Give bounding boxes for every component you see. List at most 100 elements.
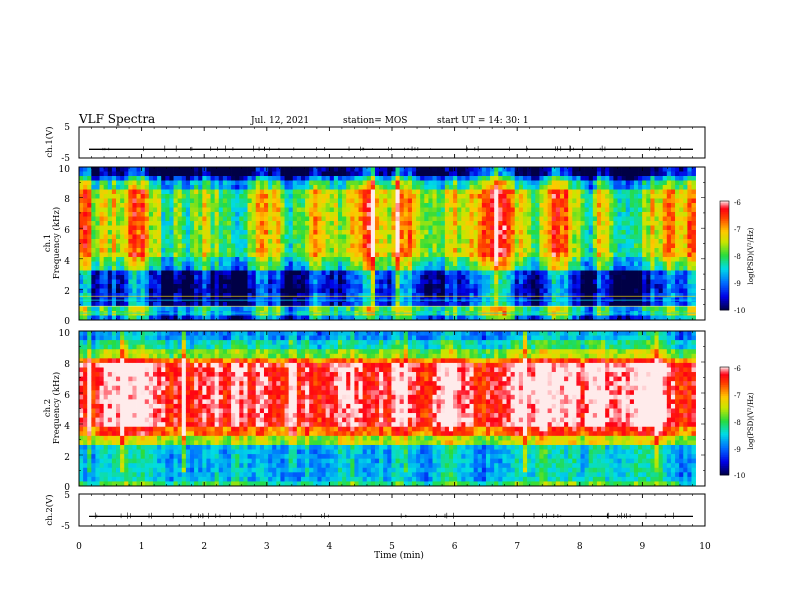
spectrogram-cell [490, 203, 494, 208]
spectrogram-cell [531, 212, 535, 217]
spectrogram-cell [650, 226, 654, 231]
spectrogram-cell [252, 280, 256, 285]
spectrogram-cell [404, 248, 408, 253]
spectrogram-cell [252, 208, 256, 213]
spectrogram-cell [285, 257, 289, 262]
spectrogram-cell [104, 293, 108, 298]
spectrogram-cell [412, 280, 416, 285]
spectrogram-cell [359, 289, 363, 294]
spectrogram-cell [482, 221, 486, 226]
spectrogram-cell [548, 167, 552, 172]
spectrogram-cell [474, 199, 478, 204]
spectrogram-cell [313, 271, 317, 276]
spectrogram-cell [486, 176, 490, 181]
spectrogram-cell [190, 293, 194, 298]
spectrogram-cell [371, 253, 375, 258]
spectrogram-cell [301, 203, 305, 208]
spectrogram-cell [268, 212, 272, 217]
spectrogram-cell [457, 199, 461, 204]
spectrogram-cell [219, 226, 223, 231]
spectrogram-cell [605, 185, 609, 190]
spectrogram-cell [544, 203, 548, 208]
spectrogram-cell [453, 181, 457, 186]
spectrogram-cell [219, 212, 223, 217]
spectrogram-cell [560, 307, 564, 312]
spectrogram-cell [363, 248, 367, 253]
spectrogram-cell [383, 167, 387, 172]
spectrogram-cell [79, 271, 83, 276]
spectrogram-cell [182, 230, 186, 235]
spectrogram-cell [449, 248, 453, 253]
spectrogram-cell [334, 230, 338, 235]
spectrogram-cell [613, 203, 617, 208]
spectrogram-cell [445, 284, 449, 289]
spectrogram-cell [132, 217, 136, 222]
spectrogram-cell [87, 307, 91, 312]
spectrogram-cell [589, 293, 593, 298]
spectrogram-cell [202, 217, 206, 222]
spectrogram-cell [346, 307, 350, 312]
spectrogram-cell [276, 248, 280, 253]
spectrogram-cell [465, 248, 469, 253]
spectrogram-cell [478, 293, 482, 298]
spectrogram-cell [87, 185, 91, 190]
spectrogram-cell [531, 266, 535, 271]
spectrogram-cell [350, 271, 354, 276]
spectrogram-cell [470, 203, 474, 208]
spectrogram-cell [457, 212, 461, 217]
spectrogram-cell [519, 284, 523, 289]
spectrogram-cell [285, 253, 289, 258]
spectrogram-cell [120, 239, 124, 244]
spectrogram-cell [104, 266, 108, 271]
spectrogram-cell [383, 257, 387, 262]
spectrogram-cell [141, 185, 145, 190]
spectrogram-cell [519, 167, 523, 172]
spectrogram-cell [601, 280, 605, 285]
spectrogram-cell [194, 217, 198, 222]
spectrogram-cell [317, 190, 321, 195]
spectrogram-cell [618, 199, 622, 204]
spectrogram-cell [297, 284, 301, 289]
spectrogram-cell [198, 262, 202, 267]
spectrogram-cell [408, 212, 412, 217]
spectrogram-cell [87, 167, 91, 172]
spectrogram-cell [642, 262, 646, 267]
spectrogram-cell [116, 217, 120, 222]
spectrogram-cell [137, 275, 141, 280]
spectrogram-cell [572, 190, 576, 195]
spectrogram-cell [264, 230, 268, 235]
spectrogram-cell [663, 176, 667, 181]
spectrogram-cell [317, 253, 321, 258]
spectrogram-cell [198, 172, 202, 177]
spectrogram-cell [157, 217, 161, 222]
spectrogram-cell [457, 257, 461, 262]
spectrogram-cell [457, 176, 461, 181]
spectrogram-cell [613, 262, 617, 267]
spectrogram-cell [535, 271, 539, 276]
spectrogram-cell [609, 244, 613, 249]
spectrogram-cell [424, 212, 428, 217]
spectrogram-cell [490, 244, 494, 249]
spectrogram-cell [568, 190, 572, 195]
spectrogram-cell [198, 221, 202, 226]
spectrogram-cell [95, 230, 99, 235]
spectrogram-cell [211, 266, 215, 271]
spectrogram-cell [272, 199, 276, 204]
spectrogram-cell [231, 284, 235, 289]
spectrogram-cell [457, 266, 461, 271]
spectrogram-cell [416, 212, 420, 217]
spectrogram-cell [634, 239, 638, 244]
spectrogram-cell [104, 221, 108, 226]
spectrogram-cell [622, 248, 626, 253]
spectrogram-cell [239, 208, 243, 213]
spectrogram-cell [83, 244, 87, 249]
spectrogram-cell [564, 199, 568, 204]
spectrogram-cell [141, 253, 145, 258]
spectrogram-cell [182, 221, 186, 226]
spectrogram-cell [396, 221, 400, 226]
spectrogram-cell [317, 221, 321, 226]
spectrogram-cell [618, 239, 622, 244]
spectrogram-cell [305, 235, 309, 240]
spectrogram-cell [149, 185, 153, 190]
spectrogram-cell [256, 244, 260, 249]
